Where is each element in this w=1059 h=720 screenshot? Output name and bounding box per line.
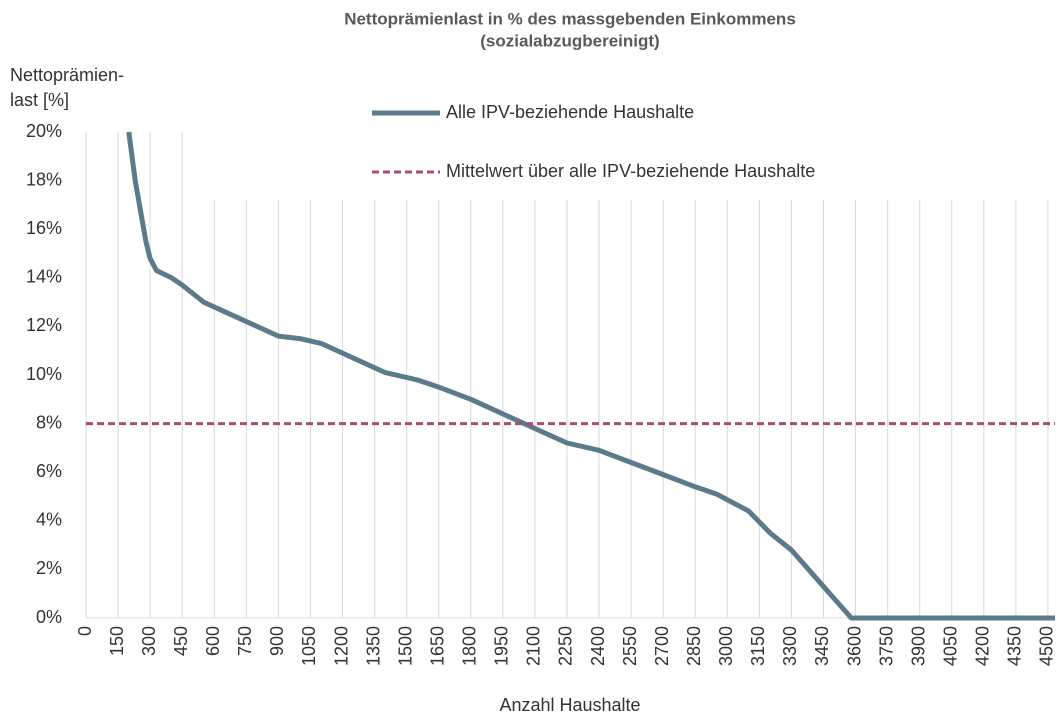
y-tick-label: 4% xyxy=(36,510,62,530)
x-tick-label: 2550 xyxy=(620,626,640,666)
y-tick-label: 2% xyxy=(36,558,62,578)
y-tick-label: 8% xyxy=(36,412,62,432)
x-tick-label: 3300 xyxy=(780,626,800,666)
x-tick-label: 2250 xyxy=(556,626,576,666)
chart-title: Nettoprämienlast in % des massgebenden E… xyxy=(344,9,796,28)
x-tick-label: 600 xyxy=(203,626,223,656)
x-tick-label: 4500 xyxy=(1037,626,1057,666)
y-tick-label: 10% xyxy=(26,364,62,384)
x-tick-label: 2850 xyxy=(684,626,704,666)
x-tick-label: 150 xyxy=(107,626,127,656)
y-tick-label: 14% xyxy=(26,267,62,287)
y-tick-label: 6% xyxy=(36,461,62,481)
x-tick-label: 750 xyxy=(235,626,255,656)
x-tick-label: 2700 xyxy=(652,626,672,666)
x-tick-label: 1800 xyxy=(460,626,480,666)
y-axis-label: last [%] xyxy=(10,90,69,110)
x-tick-label: 1050 xyxy=(299,626,319,666)
y-tick-label: 12% xyxy=(26,315,62,335)
x-tick-label: 300 xyxy=(139,626,159,656)
x-tick-label: 1350 xyxy=(363,626,383,666)
y-tick-label: 16% xyxy=(26,218,62,238)
x-tick-label: 1950 xyxy=(492,626,512,666)
x-tick-label: 3900 xyxy=(908,626,928,666)
legend-background xyxy=(183,88,1055,200)
x-axis-label: Anzahl Haushalte xyxy=(499,695,640,715)
x-tick-label: 900 xyxy=(267,626,287,656)
data-line xyxy=(126,131,1055,621)
legend-label: Mittelwert über alle IPV-beziehende Haus… xyxy=(446,161,815,181)
x-tick-label: 1500 xyxy=(395,626,415,666)
legend-label: Alle IPV-beziehende Haushalte xyxy=(446,102,694,122)
x-tick-label: 4350 xyxy=(1005,626,1025,666)
x-tick-label: 2400 xyxy=(588,626,608,666)
x-tick-label: 3750 xyxy=(876,626,896,666)
grid xyxy=(85,132,1049,618)
x-tick-label: 0 xyxy=(75,626,95,636)
x-tick-label: 3450 xyxy=(812,626,832,666)
x-tick-label: 1650 xyxy=(427,626,447,666)
y-tick-label: 20% xyxy=(26,121,62,141)
chart-title: (sozialabzugbereinigt) xyxy=(480,31,659,50)
x-tick-label: 1200 xyxy=(331,626,351,666)
y-tick-label: 0% xyxy=(36,607,62,627)
x-tick-label: 4050 xyxy=(941,626,961,666)
y-axis-label: Nettoprämien- xyxy=(10,65,124,85)
x-tick-label: 2100 xyxy=(524,626,544,666)
x-tick-label: 3600 xyxy=(844,626,864,666)
x-tick-label: 450 xyxy=(171,626,191,656)
y-tick-label: 18% xyxy=(26,169,62,189)
x-tick-label: 4200 xyxy=(973,626,993,666)
x-tick-label: 3000 xyxy=(716,626,736,666)
x-tick-label: 3150 xyxy=(748,626,768,666)
